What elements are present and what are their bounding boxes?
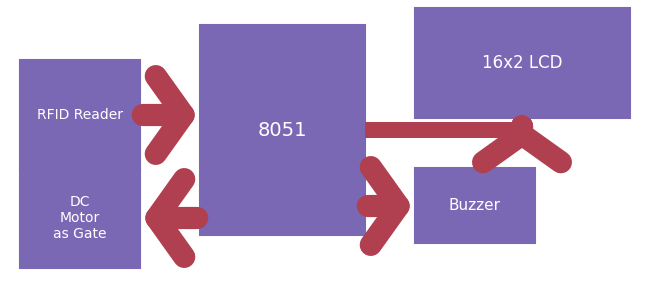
Text: 8051: 8051 bbox=[258, 121, 307, 139]
Bar bbox=[415, 168, 535, 243]
Bar bbox=[415, 8, 630, 118]
Text: RFID Reader: RFID Reader bbox=[37, 108, 123, 122]
Bar bbox=[365, 122, 522, 138]
Text: DC
Motor
as Gate: DC Motor as Gate bbox=[53, 195, 107, 241]
Text: 16x2 LCD: 16x2 LCD bbox=[482, 54, 563, 72]
Text: Buzzer: Buzzer bbox=[449, 198, 501, 213]
Bar bbox=[20, 60, 140, 170]
Bar bbox=[200, 25, 365, 235]
Bar bbox=[20, 168, 140, 268]
